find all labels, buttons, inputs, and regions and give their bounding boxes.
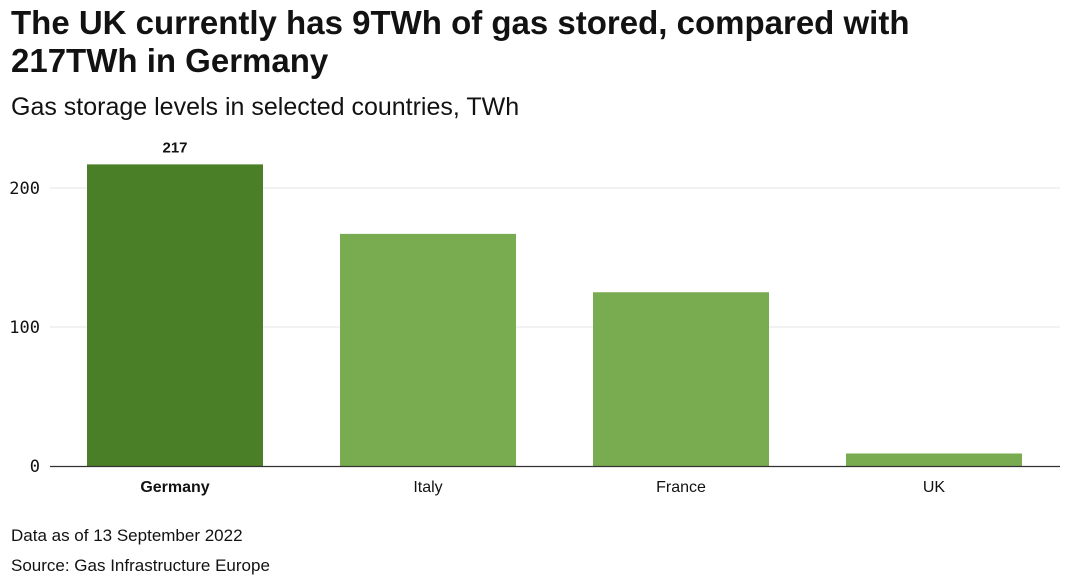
bar-germany [87,164,263,466]
x-tick-label: Germany [140,479,209,496]
y-tick-label: 0 [30,457,40,477]
bar-chart: 0 100 200 Germany 217 Italy France UK [9,139,1060,496]
x-tick-label: UK [923,479,946,496]
bar-france [593,292,769,466]
data-date-note: Data as of 13 September 2022 [11,526,243,545]
chart-subtitle: Gas storage levels in selected countries… [11,93,520,121]
x-tick-label: France [656,479,706,496]
y-tick-label: 100 [9,318,40,338]
data-label: 217 [162,139,187,156]
bar-uk [846,453,1022,466]
x-tick-label: Italy [413,479,442,496]
chart-title: The UK currently has 9TWh of gas stored,… [11,4,910,79]
source-note: Source: Gas Infrastructure Europe [11,556,270,575]
bar-italy [340,233,516,466]
y-tick-label: 200 [9,179,40,199]
